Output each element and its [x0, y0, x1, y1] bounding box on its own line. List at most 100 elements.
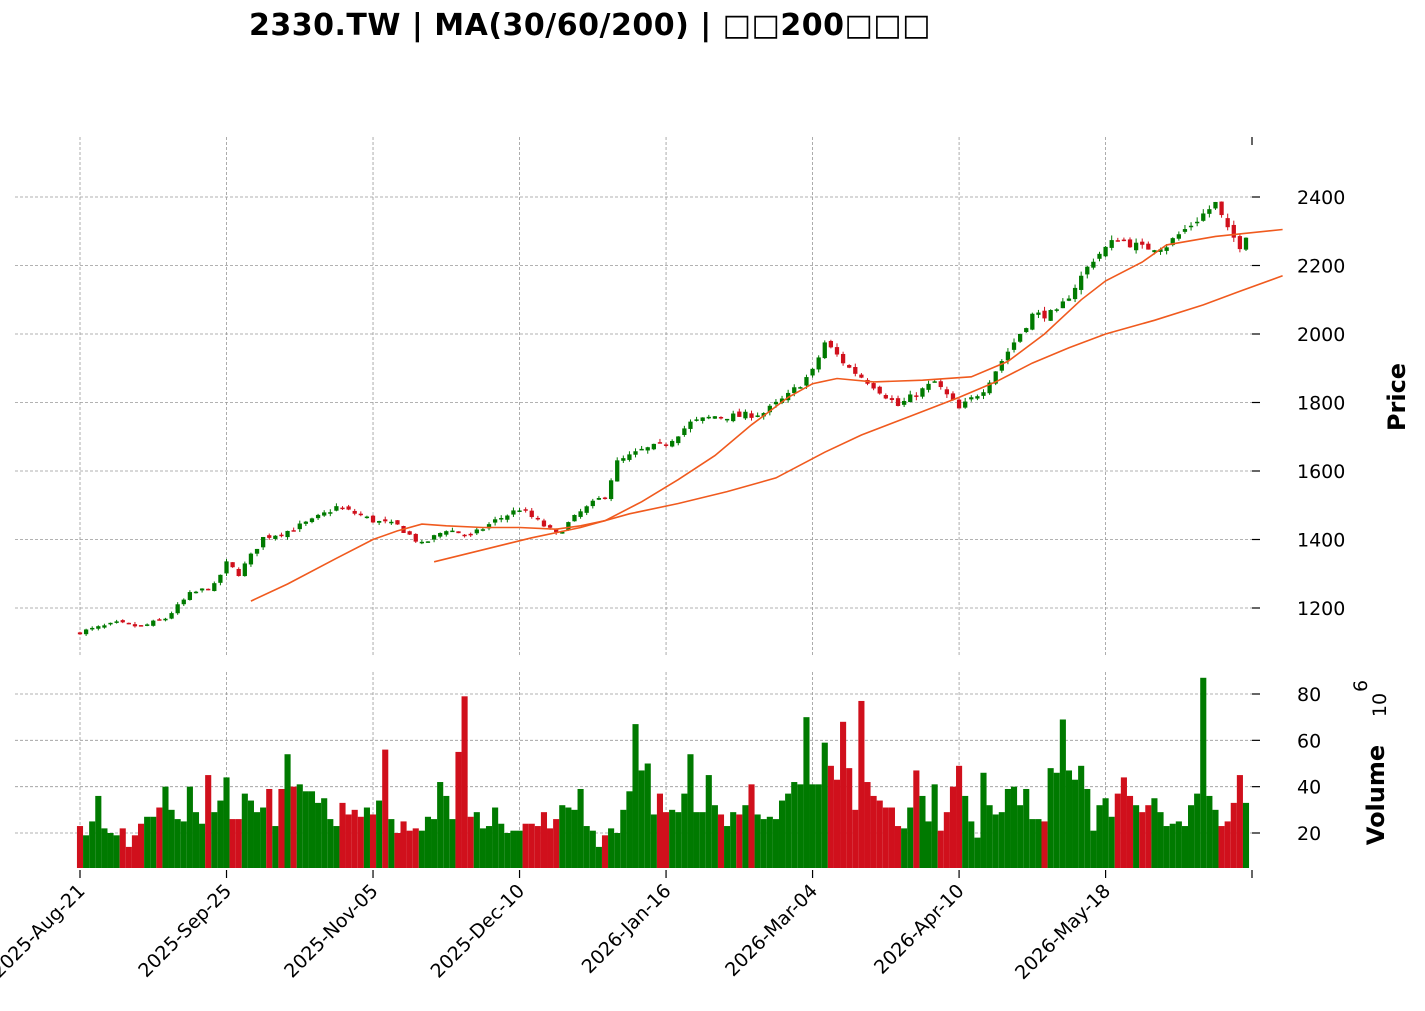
- volume-bar: [1065, 770, 1073, 868]
- candle-body: [456, 531, 461, 534]
- volume-bar: [1078, 765, 1085, 868]
- volume-tick-label: 40: [1297, 777, 1321, 799]
- date-tick-label: 2026-Apr-10: [870, 880, 969, 979]
- volume-bar: [632, 724, 639, 868]
- candle-body: [358, 513, 363, 516]
- candle-body: [608, 480, 614, 500]
- candle-body: [554, 529, 559, 533]
- volume-bar: [1242, 802, 1250, 868]
- candle-body: [199, 588, 205, 591]
- volume-bar: [83, 835, 90, 868]
- volume-bar: [705, 775, 712, 868]
- volume-bar: [962, 795, 969, 868]
- candle-body: [450, 530, 455, 533]
- volume-axis-multiplier: 10: [1369, 693, 1391, 717]
- volume-bar: [199, 823, 206, 868]
- candle-body: [511, 510, 516, 515]
- volume-bar: [821, 742, 828, 868]
- volume-bar: [363, 807, 370, 868]
- candle-body: [963, 401, 968, 408]
- date-tick-label: 2025-Nov-05: [280, 880, 382, 982]
- candle-body: [877, 386, 882, 394]
- candle-body: [328, 512, 333, 514]
- candle-body: [621, 458, 626, 461]
- candle-body: [914, 395, 919, 397]
- candle-body: [395, 520, 400, 525]
- volume-bar: [186, 786, 193, 868]
- volume-bar: [1084, 788, 1091, 868]
- volume-bar: [455, 751, 462, 868]
- volume-bar: [1041, 821, 1048, 868]
- volume-bar: [211, 812, 218, 868]
- candle-body: [1146, 243, 1151, 250]
- candle-body: [444, 531, 449, 535]
- candle-body: [547, 525, 553, 528]
- volume-bar: [1096, 805, 1103, 868]
- candle-body: [663, 444, 669, 446]
- candle-body: [651, 443, 656, 450]
- candle-body: [859, 374, 864, 378]
- candle-body: [633, 451, 638, 455]
- candle-body: [1219, 201, 1224, 216]
- volume-bar: [992, 814, 999, 868]
- candle-body: [492, 519, 498, 523]
- volume-bar: [1218, 826, 1225, 868]
- volume-bar: [308, 791, 316, 868]
- volume-bar: [1133, 805, 1140, 868]
- volume-bar: [156, 807, 163, 868]
- volume-bar: [717, 814, 725, 868]
- price-tick-label: 1200: [1297, 598, 1345, 620]
- volume-bar: [1029, 819, 1036, 868]
- volume-bar: [968, 821, 975, 868]
- candle-body: [816, 357, 821, 370]
- candle-body: [1103, 246, 1108, 257]
- volume-bar: [638, 770, 645, 868]
- candle-body: [853, 367, 858, 374]
- candle-body: [303, 521, 309, 524]
- volume-bar: [852, 809, 859, 868]
- moving-averages: [250, 228, 1283, 602]
- volume-tick-label: 60: [1297, 730, 1321, 752]
- volume-bar: [608, 828, 615, 868]
- candle-body: [523, 509, 528, 511]
- volume-bar: [931, 784, 938, 868]
- volume-bar: [107, 833, 114, 868]
- volume-bar: [1126, 795, 1134, 868]
- volume-tick-label: 80: [1297, 684, 1321, 706]
- candle-body: [737, 411, 742, 417]
- volume-bar: [772, 819, 779, 868]
- candle-body: [1017, 333, 1023, 342]
- volume-bar: [339, 802, 346, 868]
- volume-bar: [235, 819, 242, 868]
- candle-body: [1042, 310, 1047, 319]
- volume-bar: [870, 795, 877, 868]
- candle-body: [431, 535, 437, 540]
- candle-body: [132, 624, 138, 627]
- candle-body: [364, 516, 370, 519]
- volume-bar: [913, 770, 920, 868]
- candle-body: [181, 599, 186, 605]
- volume-bar: [1072, 779, 1079, 868]
- candle-body: [749, 413, 754, 418]
- volume-bar: [901, 828, 908, 868]
- volume-bar: [253, 812, 261, 868]
- volume-bar: [485, 826, 493, 868]
- price-tick-label: 1600: [1297, 461, 1345, 483]
- candle-body: [676, 436, 681, 444]
- candle-body: [993, 371, 998, 384]
- volume-bar: [614, 833, 621, 868]
- candle-body: [1225, 218, 1230, 228]
- candle-body: [950, 393, 956, 400]
- volume-bar: [876, 800, 883, 868]
- candle-body: [1036, 312, 1041, 315]
- candle-body: [1097, 253, 1102, 259]
- volume-bar: [1108, 816, 1115, 868]
- candle-body: [248, 553, 254, 565]
- volume-axis-title: Volume: [1362, 745, 1390, 845]
- volume-bar: [382, 749, 389, 868]
- volume-bar: [327, 819, 334, 868]
- candle-body: [828, 340, 834, 348]
- candle-body: [254, 548, 260, 554]
- volume-bar: [180, 821, 187, 868]
- candle-body: [700, 417, 705, 421]
